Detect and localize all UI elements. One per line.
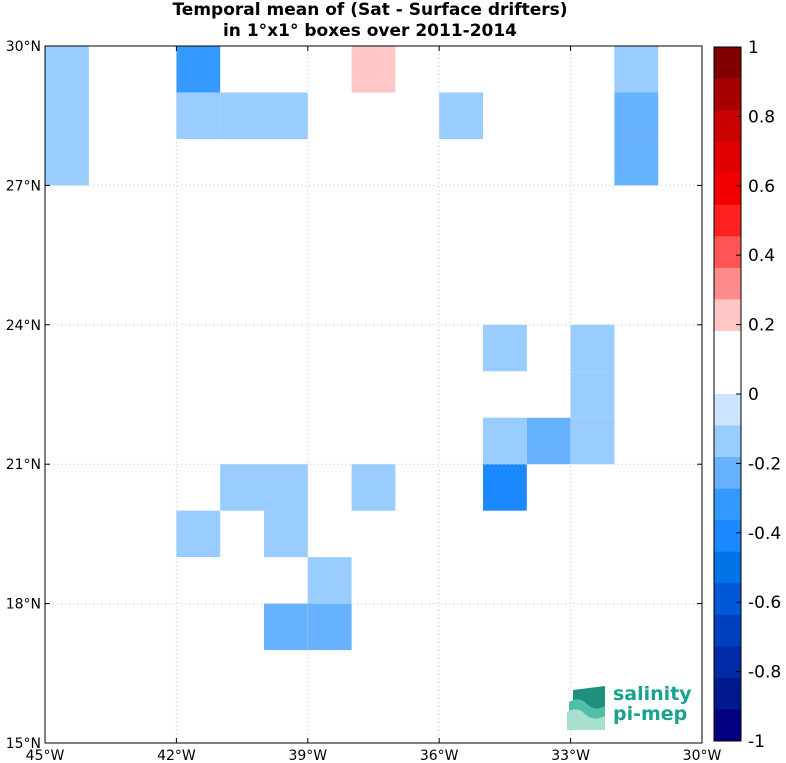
colorbar-tick-label: -1 [748, 732, 765, 752]
logo-word-salinity: salinity [613, 683, 692, 705]
heatmap-cell [176, 510, 221, 558]
y-tick-label: 21°N [6, 457, 41, 473]
colorbar-tick-label: 1 [748, 38, 759, 58]
colorbar-segment [714, 457, 741, 490]
cells-layer [45, 46, 659, 651]
heatmap-cell [307, 557, 352, 604]
x-tick-label: 33°W [551, 748, 590, 763]
colorbar-segment [714, 236, 741, 269]
colorbar-tick-label: -0.4 [748, 524, 781, 544]
heatmap-cell [483, 417, 527, 465]
heatmap-cell [176, 46, 221, 93]
y-tick-label: 27°N [6, 178, 41, 194]
colorbar-segment [714, 677, 741, 710]
colorbar-tick-label: 0.6 [748, 177, 775, 197]
heatmap-cell [45, 510, 89, 558]
heatmap-cell [307, 603, 352, 651]
chart-title: Temporal mean of (Sat - Surface drifters… [172, 0, 568, 20]
heatmap-cell [570, 324, 615, 372]
colorbar-tick-label: -0.6 [748, 593, 781, 613]
heatmap-cell [351, 46, 396, 93]
colorbar-segment [714, 141, 741, 174]
colorbar-segment [714, 362, 741, 395]
heatmap-cell [570, 371, 615, 418]
heatmap-cell [526, 417, 571, 465]
colorbar-segment [714, 488, 741, 521]
colorbar-tick-label: -0.2 [748, 454, 781, 474]
heatmap-cell [483, 464, 527, 511]
colorbar-tick-label: 0 [748, 385, 759, 405]
plot-frame [44, 45, 703, 744]
x-tick-label: 36°W [420, 748, 459, 763]
colorbar-segment [714, 394, 741, 426]
colorbar-segment [714, 110, 741, 143]
heatmap-cell [220, 92, 264, 139]
x-tick-label: 30°W [683, 748, 722, 763]
heatmap-cell [45, 46, 89, 93]
colorbar-segment [714, 299, 741, 332]
x-tick-label: 45°W [26, 748, 65, 763]
colorbar-tick-label: 0.4 [748, 246, 775, 266]
heatmap-cell [220, 464, 264, 511]
x-axis: 45°W 42°W 39°W 36°W 33°W 30°W [26, 46, 722, 763]
heatmap-cell [45, 92, 89, 139]
heatmap-cell [264, 603, 308, 651]
salinity-pi-mep-logo: salinity pi-mep [565, 684, 695, 732]
colorbar-segment [714, 267, 741, 300]
colorbar-segment [714, 330, 741, 363]
y-axis: 30°N 27°N 24°N 21°N 18°N 15°N [6, 39, 702, 752]
colorbar-segment [714, 78, 741, 111]
colorbar-tick-label: 0.2 [748, 316, 775, 336]
grid-layer [45, 46, 702, 743]
heatmap-cell [614, 92, 659, 139]
heatmap-cell [264, 92, 308, 139]
x-tick-label: 42°W [157, 748, 196, 763]
heatmap-cell [307, 46, 352, 93]
colorbar-segment [714, 425, 741, 458]
colorbar-segment [714, 204, 741, 237]
colorbar-segment [714, 520, 741, 553]
chart-subtitle: in 1°x1° boxes over 2011-2014 [222, 21, 518, 41]
colorbar-tick-label: 0.8 [748, 107, 775, 127]
heatmap-cell [570, 417, 615, 465]
heatmap-cell [439, 92, 483, 139]
y-tick-label: 24°N [6, 318, 41, 334]
heatmap-cell [45, 138, 89, 186]
logo-word-pimep: pi-mep [613, 703, 688, 725]
heatmap-cell [483, 324, 527, 372]
colorbar-segment [714, 646, 741, 679]
colorbar-segment [714, 709, 741, 742]
colorbar-segment [714, 583, 741, 616]
y-tick-label: 30°N [6, 39, 41, 55]
x-tick-label: 39°W [288, 748, 327, 763]
heatmap-cell [614, 46, 659, 93]
colorbar-segment [714, 47, 741, 79]
heatmap-cell [176, 92, 221, 139]
heatmap-cell [264, 510, 308, 558]
colorbar-segment [714, 551, 741, 584]
heatmap-cell [351, 464, 396, 511]
colorbar-segment [714, 614, 741, 647]
colorbar-tick-label: -0.8 [748, 663, 781, 683]
heatmap-cell [176, 557, 221, 604]
colorbar: 1 0.8 0.6 0.4 0.2 0 -0.2 -0.4 -0.6 -0.8 -1 [713, 38, 781, 752]
y-tick-label: 15°N [6, 736, 41, 752]
heatmap-cell [264, 464, 308, 511]
heatmap-cell [395, 557, 440, 604]
colorbar-segment [714, 173, 741, 206]
wave-logo-icon [567, 686, 605, 730]
y-tick-label: 18°N [6, 597, 41, 613]
heatmap-cell [614, 138, 659, 186]
